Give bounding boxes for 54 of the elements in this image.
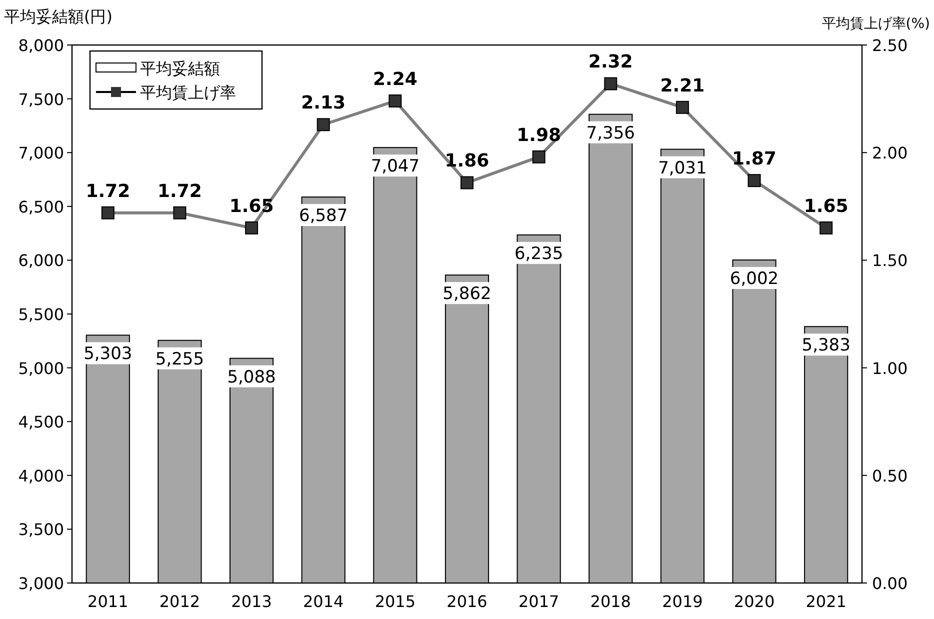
x-tick-label: 2021	[806, 592, 846, 611]
data-label: 1.65	[804, 196, 848, 217]
data-label: 1.72	[158, 180, 202, 202]
y2-tick-label: 0.00	[872, 574, 908, 593]
data-label: 1.87	[732, 148, 776, 170]
y2-tick-label: 1.50	[872, 251, 908, 270]
x-tick-label: 2020	[734, 592, 775, 611]
y-axis-title: 平均妥結額(円)	[4, 7, 112, 26]
x-tick-label: 2017	[518, 592, 560, 611]
y-tick-label: 7,000	[18, 144, 64, 163]
data-label: 2.21	[660, 75, 705, 96]
y-tick-label: 6,000	[18, 251, 64, 270]
y-tick-label: 4,500	[18, 412, 64, 432]
data-label: 1.86	[444, 150, 490, 172]
x-tick-label: 2015	[374, 592, 416, 611]
legend-label: 平均賃上げ率	[140, 83, 236, 102]
data-label: 5,255	[155, 349, 204, 370]
data-label: 2.24	[372, 68, 418, 90]
x-tick-label: 2019	[662, 592, 703, 611]
data-label: 6,235	[514, 244, 564, 264]
y-tick-label: 4,000	[18, 466, 64, 486]
x-tick-label: 2018	[590, 592, 631, 611]
data-label: 5,088	[227, 367, 276, 388]
x-tick-label: 2012	[159, 592, 200, 611]
data-label: 5,303	[84, 344, 132, 364]
data-label: 2.32	[588, 52, 633, 73]
y2-tick-label: 2.00	[872, 144, 908, 163]
data-label: 7,356	[586, 123, 635, 144]
data-label: 1.72	[86, 180, 130, 202]
y-tick-label: 8,000	[18, 36, 64, 55]
y2-axis-title: 平均賃上げ率(%)	[822, 16, 930, 32]
y2-tick-label: 0.50	[872, 466, 908, 486]
data-label: 5,383	[802, 336, 850, 356]
x-tick-label: 2016	[446, 592, 488, 611]
data-label: 5,862	[442, 284, 492, 304]
y-tick-label: 5,000	[18, 358, 64, 378]
y2-tick-label: 1.00	[872, 358, 908, 378]
legend-label: 平均妥結額	[140, 59, 220, 78]
x-tick-label: 2013	[231, 592, 272, 611]
data-label: 6,587	[299, 206, 348, 226]
y-tick-label: 3,000	[18, 574, 64, 593]
x-tick-label: 2014	[303, 592, 344, 611]
y2-tick-label: 2.50	[872, 36, 908, 55]
y-tick-label: 7,500	[18, 90, 64, 109]
y-tick-label: 3,500	[18, 520, 64, 540]
data-label: 1.98	[516, 124, 562, 146]
data-label: 7,031	[658, 158, 707, 178]
y-tick-label: 5,500	[18, 305, 64, 324]
y-tick-label: 6,500	[18, 197, 64, 216]
data-label: 1.65	[229, 196, 274, 217]
data-label: 7,047	[370, 156, 420, 177]
x-tick-label: 2011	[88, 592, 128, 611]
data-label: 6,002	[730, 268, 779, 289]
data-label: 2.13	[301, 92, 346, 114]
